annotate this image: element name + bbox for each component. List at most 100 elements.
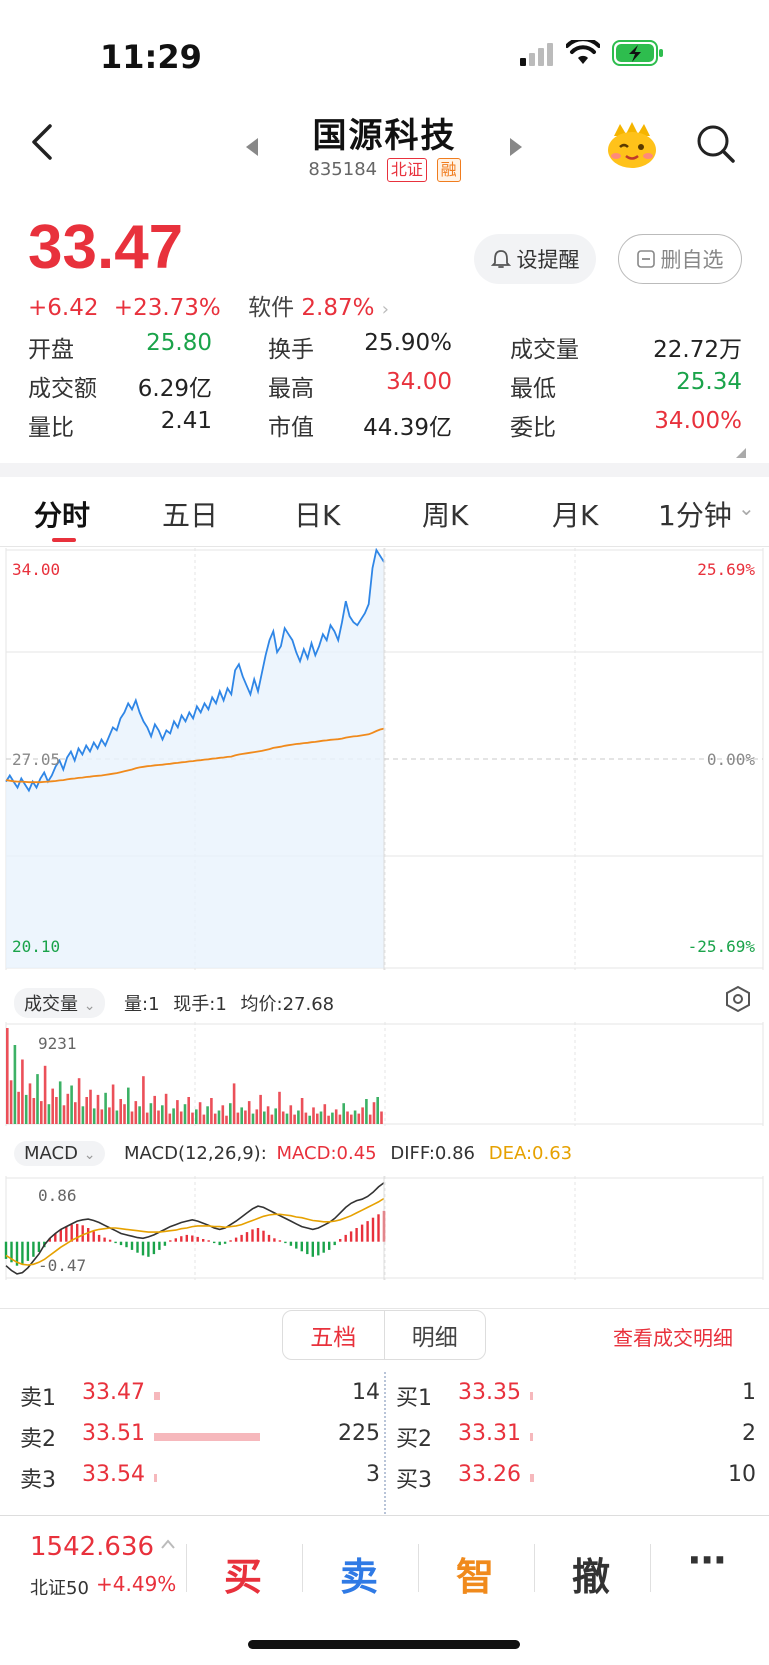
buy-level-row[interactable]: 买3 33.26 10: [396, 1458, 756, 1498]
more-icon[interactable]: ⋯: [688, 1538, 726, 1582]
volume-hand: 现手:1: [173, 994, 227, 1015]
order-book-tabs: 五档 明细: [282, 1310, 486, 1360]
volume-bar: [21, 1059, 24, 1124]
volume-bar: [77, 1078, 81, 1124]
volume-bar: [96, 1094, 100, 1124]
back-icon[interactable]: [28, 122, 56, 162]
sell-level-label: 卖3: [20, 1468, 56, 1493]
buy-level-row[interactable]: 买1 33.35 1: [396, 1376, 756, 1416]
stat-label: 量比: [28, 415, 74, 441]
volume-bar: [149, 1103, 153, 1124]
volume-bar: [270, 1114, 274, 1124]
tab-five-levels[interactable]: 五档: [283, 1311, 385, 1359]
volume-bar: [195, 1109, 198, 1124]
volume-bar: [62, 1105, 66, 1124]
volume-bar: [164, 1093, 168, 1124]
sell-level-row[interactable]: 卖3 33.54 3: [20, 1458, 380, 1498]
remove-watchlist-button[interactable]: 删自选: [618, 234, 742, 284]
bar-separator: [650, 1544, 651, 1592]
sector-link[interactable]: 软件 2.87% ›: [248, 295, 389, 321]
volume-bar: [342, 1103, 345, 1124]
volume-bar: [300, 1098, 304, 1124]
tab-1[interactable]: 五日: [162, 499, 219, 532]
market-tag: 北证: [386, 158, 427, 182]
index-name: 北证50: [30, 1578, 89, 1599]
volume-bar: [368, 1114, 372, 1124]
volume-bar: [274, 1108, 277, 1124]
volume-bar: [247, 1101, 251, 1124]
buy-level-qty: 10: [728, 1462, 756, 1487]
price-change-percent: +23.73%: [113, 295, 221, 321]
buy-level-row[interactable]: 买2 33.31 2: [396, 1417, 756, 1457]
sell-level-depth-bar: [154, 1392, 161, 1400]
tab-3[interactable]: 周K: [422, 499, 469, 532]
set-alert-label: 设提醒: [516, 248, 580, 272]
search-icon[interactable]: [696, 124, 736, 164]
buy-button[interactable]: 买: [224, 1555, 263, 1599]
volume-bar: [338, 1114, 342, 1124]
sell-button[interactable]: 卖: [340, 1555, 379, 1599]
sell-level-depth-bar: [154, 1474, 157, 1482]
sell-level-row[interactable]: 卖1 33.47 14: [20, 1376, 380, 1416]
volume-bar: [81, 1106, 85, 1124]
mascot-icon[interactable]: [606, 120, 658, 170]
smart-trade-button[interactable]: 智: [456, 1555, 495, 1599]
volume-bar: [130, 1111, 134, 1124]
volume-bar: [240, 1107, 243, 1124]
volume-bar: [115, 1110, 119, 1124]
tab-trade-details[interactable]: 明细: [411, 1325, 458, 1351]
previous-stock-icon[interactable]: [244, 136, 260, 158]
sell-level-row[interactable]: 卖2 33.51 225: [20, 1417, 380, 1457]
chevron-up-icon[interactable]: [160, 1538, 176, 1550]
tab-0[interactable]: 分时: [34, 499, 91, 532]
volume-bar: [225, 1115, 228, 1124]
cancel-order-button[interactable]: 撤: [572, 1555, 611, 1599]
volume-current: 量:1: [124, 994, 160, 1015]
stat-value: 25.34: [676, 369, 742, 395]
set-alert-button[interactable]: 设提醒: [474, 234, 596, 284]
tab-5[interactable]: 1分钟: [658, 499, 732, 532]
tab-4[interactable]: 月K: [552, 499, 599, 532]
chevron-down-icon[interactable]: ⌄: [738, 496, 755, 520]
next-stock-icon[interactable]: [508, 136, 524, 158]
volume-bar: [285, 1113, 289, 1124]
volume-bar: [353, 1110, 357, 1124]
stat-label: 成交额: [28, 376, 97, 402]
stat-value: 22.72万: [653, 337, 742, 363]
volume-bar: [74, 1102, 77, 1124]
volume-bar: [179, 1111, 183, 1124]
sell-level-qty: 14: [352, 1380, 380, 1405]
macd-chart: [4, 1176, 764, 1280]
settings-hexagon-icon[interactable]: [724, 985, 752, 1013]
macd-indicator-select[interactable]: MACD ⌄: [14, 1141, 106, 1166]
volume-bar: [157, 1110, 160, 1124]
volume-bar: [213, 1113, 217, 1124]
bar-separator: [418, 1544, 419, 1592]
volume-bar: [346, 1111, 349, 1124]
stat-label: 换手: [268, 337, 314, 363]
volume-bar: [108, 1107, 111, 1124]
volume-indicator-select[interactable]: 成交量 ⌄: [14, 988, 106, 1018]
view-trade-details-link[interactable]: 查看成交明细: [613, 1326, 733, 1350]
buy-level-label: 买2: [396, 1427, 432, 1452]
stat-row: 开盘 25.80 换手 25.90% 成交量 22.72万: [28, 330, 742, 370]
volume-bar: [263, 1111, 266, 1124]
pct-axis-min-label: -25.69%: [687, 937, 755, 956]
volume-chart: [5, 1022, 764, 1126]
volume-bar: [255, 1109, 259, 1124]
sell-level-label: 卖1: [20, 1386, 56, 1411]
volume-bar: [85, 1097, 88, 1124]
volume-bar: [376, 1097, 379, 1124]
volume-bar: [43, 1065, 47, 1124]
volume-bar: [217, 1110, 221, 1124]
volume-bar: [361, 1107, 364, 1124]
index-value[interactable]: 1542.636: [30, 1532, 155, 1562]
price-change-line: +6.42 +23.73% 软件 2.87% ›: [28, 288, 389, 322]
intraday-chart[interactable]: [0, 548, 769, 970]
volume-bar: [134, 1101, 138, 1124]
volume-bar: [365, 1099, 368, 1124]
expand-corner-icon[interactable]: [736, 448, 746, 458]
buy-level-price: 33.26: [458, 1462, 521, 1487]
tab-2[interactable]: 日K: [294, 499, 341, 532]
stat-label: 委比: [510, 415, 556, 441]
